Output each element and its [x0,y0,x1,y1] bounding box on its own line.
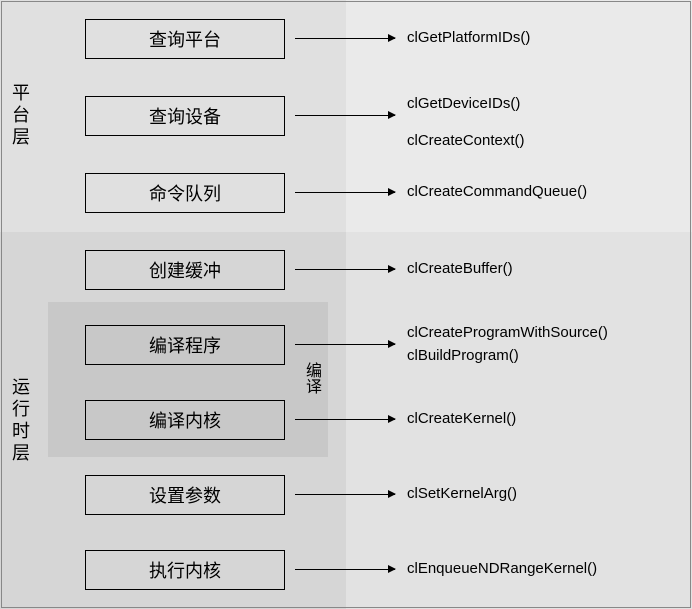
row-compile-kernel: 编译内核 clCreateKernel() [40,382,692,457]
arrow [295,419,395,420]
arrow [295,192,395,193]
api-item: clCreateBuffer() [407,258,513,281]
runtime-layer-content: 编译 创建缓冲 clCreateBuffer() 编译程序 clCreatePr… [40,232,692,609]
api-item: clCreateKernel() [407,408,516,431]
api-list: clGetDeviceIDs() clCreateContext() [407,93,525,138]
box-command-queue: 命令队列 [85,173,285,213]
arrow [295,115,395,116]
api-item: clGetDeviceIDs() [407,93,525,116]
row-set-kernel-arg: 设置参数 clSetKernelArg() [40,457,692,532]
api-item: clCreateCommandQueue() [407,181,587,204]
arrow [295,569,395,570]
api-list: clCreateProgramWithSource() clBuildProgr… [407,322,608,367]
box-set-kernel-arg: 设置参数 [85,475,285,515]
box-compile-program: 编译程序 [85,325,285,365]
box-enqueue-kernel: 执行内核 [85,550,285,590]
arrow [295,38,395,39]
row-compile-program: 编译程序 clCreateProgramWithSource() clBuild… [40,307,692,382]
box-compile-kernel: 编译内核 [85,400,285,440]
arrow [295,344,395,345]
api-item: clEnqueueNDRangeKernel() [407,558,597,581]
box-query-device: 查询设备 [85,96,285,136]
platform-layer-content: 查询平台 clGetPlatformIDs() 查询设备 clGetDevice… [40,0,692,232]
runtime-layer: 运行时层 编译 创建缓冲 clCreateBuffer() 编译程序 clCre… [0,232,692,609]
api-list: clSetKernelArg() [407,483,517,506]
platform-layer: 平台层 查询平台 clGetPlatformIDs() 查询设备 clGetDe… [0,0,692,232]
row-query-device: 查询设备 clGetDeviceIDs() clCreateContext() [40,77,692,154]
api-item: clGetPlatformIDs() [407,27,530,50]
box-query-platform: 查询平台 [85,19,285,59]
api-item: clCreateContext() [407,130,525,153]
row-create-buffer: 创建缓冲 clCreateBuffer() [40,232,692,307]
box-create-buffer: 创建缓冲 [85,250,285,290]
api-list: clCreateCommandQueue() [407,181,587,204]
row-enqueue-kernel: 执行内核 clEnqueueNDRangeKernel() [40,532,692,607]
arrow [295,494,395,495]
platform-layer-label: 平台层 [0,0,40,232]
runtime-layer-label: 运行时层 [0,232,40,609]
compile-group-label: 编译 [299,362,323,394]
api-item: clBuildProgram() [407,345,608,368]
api-item: clCreateProgramWithSource() [407,322,608,345]
api-list: clGetPlatformIDs() [407,27,530,50]
api-list: clCreateKernel() [407,408,516,431]
row-query-platform: 查询平台 clGetPlatformIDs() [40,0,692,77]
api-item: clSetKernelArg() [407,483,517,506]
arrow [295,269,395,270]
api-list: clCreateBuffer() [407,258,513,281]
api-list: clEnqueueNDRangeKernel() [407,558,597,581]
row-command-queue: 命令队列 clCreateCommandQueue() [40,154,692,231]
